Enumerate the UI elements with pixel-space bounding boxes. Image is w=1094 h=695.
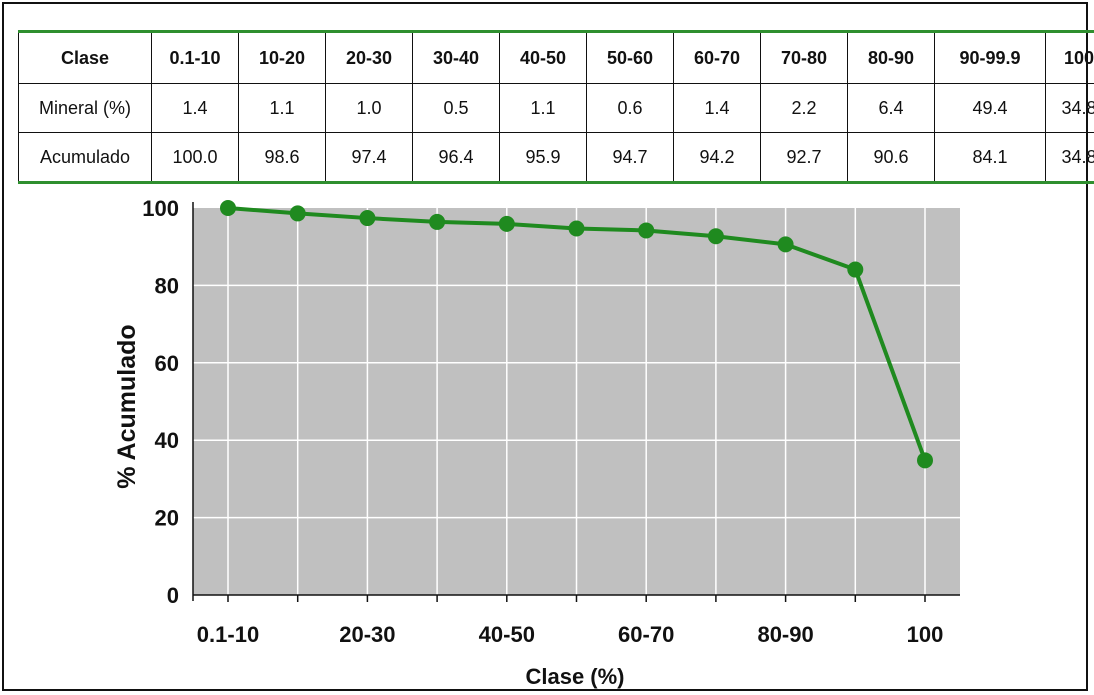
- y-tick-label: 60: [155, 351, 179, 376]
- y-tick-labels: 0 20 40 60 80 100: [142, 196, 179, 608]
- x-tick-label: 80-90: [757, 622, 813, 647]
- table-cell: 90.6: [847, 132, 935, 183]
- data-point: [638, 222, 655, 239]
- table-cell: 95.9: [499, 132, 587, 183]
- table-cell: 1.1: [238, 83, 326, 133]
- x-tick-label: 40-50: [479, 622, 535, 647]
- y-tick-label: 20: [155, 506, 179, 531]
- y-tick-label: 100: [142, 196, 179, 221]
- table-cell: Acumulado: [18, 132, 152, 183]
- data-point: [498, 215, 515, 232]
- table-header-cell: 80-90: [847, 31, 935, 84]
- series-acumulado: [220, 200, 933, 469]
- table-cell: 1.0: [325, 83, 413, 133]
- x-tick-labels: 0.1-10 20-30 40-50 60-70 80-90 100: [197, 622, 944, 647]
- table-header-cell: Clase: [18, 31, 152, 84]
- y-axis-label: % Acumulado: [113, 324, 141, 488]
- data-point: [777, 236, 794, 253]
- data-point: [220, 200, 236, 216]
- table-header-row: Clase 0.1-10 10-20 20-30 30-40 40-50 50-…: [18, 31, 1094, 84]
- x-tick-label: 0.1-10: [197, 622, 259, 647]
- axes: [192, 202, 960, 602]
- table-header-cell: 20-30: [325, 31, 413, 84]
- data-point: [707, 228, 724, 245]
- data-point: [289, 205, 306, 222]
- table-cell: 1.4: [151, 83, 239, 133]
- data-point: [429, 213, 446, 230]
- table-cell: 94.2: [673, 132, 761, 183]
- table-cell: 100.0: [151, 132, 239, 183]
- table-header-cell: 0.1-10: [151, 31, 239, 84]
- data-point: [847, 261, 864, 278]
- table-cell: 92.7: [760, 132, 848, 183]
- table-cell: 96.4: [412, 132, 500, 183]
- table-cell: 1.4: [673, 83, 761, 133]
- data-point: [917, 452, 933, 469]
- y-tick-label: 0: [167, 583, 179, 608]
- table-cell: 34.8: [1045, 132, 1094, 183]
- x-tick-label: 20-30: [339, 622, 395, 647]
- table-cell: 6.4: [847, 83, 935, 133]
- grid-lines: [193, 208, 960, 595]
- x-axis-label: Clase (%): [525, 664, 624, 689]
- data-point: [359, 210, 376, 227]
- x-tick-label: 60-70: [618, 622, 674, 647]
- y-tick-label: 40: [155, 428, 179, 453]
- data-point: [568, 220, 585, 237]
- table-header-cell: 40-50: [499, 31, 587, 84]
- table-cell: 34.8: [1045, 83, 1094, 133]
- table-header-cell: 90-99.9: [934, 31, 1046, 84]
- table-cell: 97.4: [325, 132, 413, 183]
- table-cell: 98.6: [238, 132, 326, 183]
- x-tick-label: 100: [907, 622, 944, 647]
- table-cell: 0.6: [586, 83, 674, 133]
- table-header-cell: 30-40: [412, 31, 500, 84]
- table-header-cell: 100: [1045, 31, 1094, 84]
- data-table: Clase 0.1-10 10-20 20-30 30-40 40-50 50-…: [18, 30, 1094, 184]
- y-tick-label: 80: [155, 273, 179, 298]
- table-cell: 84.1: [934, 132, 1046, 183]
- table-row-acumulado: Acumulado 100.0 98.6 97.4 96.4 95.9 94.7…: [18, 132, 1094, 183]
- table-cell: 94.7: [586, 132, 674, 183]
